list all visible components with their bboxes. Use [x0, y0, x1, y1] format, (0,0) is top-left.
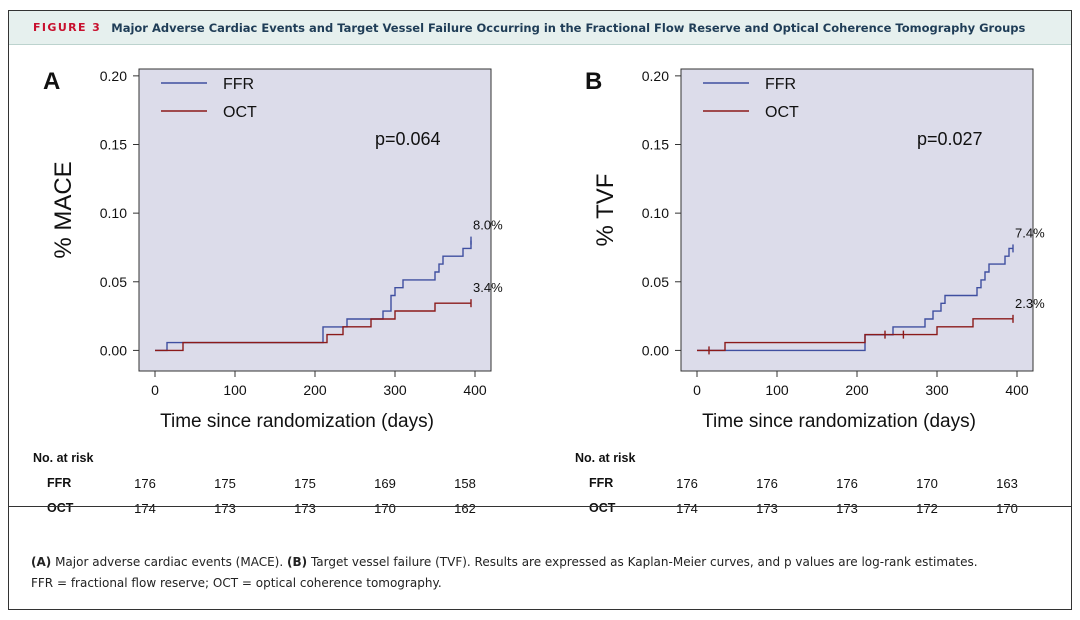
x-tick-label: 200 — [845, 382, 869, 398]
y-tick-label: 0.00 — [642, 342, 669, 358]
y-tick-label: 0.10 — [642, 205, 669, 221]
caption-b-text: Target vessel failure (TVF). Results are… — [307, 555, 978, 569]
figure-header: FIGURE 3 Major Adverse Cardiac Events an… — [9, 11, 1071, 45]
x-axis-label: Time since randomization (days) — [702, 411, 976, 432]
caption-line-2: FFR = fractional flow reserve; OCT = opt… — [31, 576, 442, 590]
risk-table-title: No. at risk — [33, 451, 94, 465]
caption-a-label: (A) — [31, 555, 52, 569]
series-line-oct — [155, 302, 471, 352]
x-tick-label: 400 — [1005, 382, 1029, 398]
x-tick-label: 100 — [765, 382, 789, 398]
risk-table-b: No. at risk FFR 176 176 176 170 163 OCT 174 173 17… — [551, 11, 1080, 516]
risk-value: 172 — [916, 501, 938, 516]
risk-table-a: No. at risk FFR 176 175 175 169 158 OCT 174 173 17… — [9, 11, 539, 516]
x-tick-label: 100 — [223, 382, 247, 398]
risk-value: 173 — [294, 501, 316, 516]
risk-value: 175 — [214, 476, 236, 491]
legend-label-oct: OCT — [223, 104, 257, 121]
caption-a-text: Major adverse cardiac events (MACE). — [51, 555, 287, 569]
y-axis-label: % MACE — [50, 161, 77, 258]
risk-value: 170 — [374, 501, 396, 516]
risk-value: 174 — [676, 501, 698, 516]
risk-table-title: No. at risk — [575, 451, 636, 465]
figure-frame: FIGURE 3 Major Adverse Cardiac Events an… — [8, 10, 1072, 610]
figure-caption: (A) Major adverse cardiac events (MACE).… — [31, 552, 978, 594]
y-tick-label: 0.05 — [642, 274, 669, 290]
x-axis-label: Time since randomization (days) — [160, 411, 434, 432]
risk-value: 170 — [916, 476, 938, 491]
risk-value: 174 — [134, 501, 156, 516]
end-label-oct: 3.4% — [473, 280, 503, 295]
panel-label: A — [43, 68, 60, 95]
risk-row-label-ffr: FFR — [47, 476, 72, 490]
plot-area — [680, 68, 1034, 372]
y-tick-label: 0.20 — [100, 68, 127, 84]
caption-line-1: (A) Major adverse cardiac events (MACE).… — [31, 552, 978, 573]
end-label-ffr: 7.4% — [1015, 225, 1045, 240]
risk-value: 173 — [836, 501, 858, 516]
series-line-ffr — [155, 240, 472, 352]
risk-value: 170 — [996, 501, 1018, 516]
series-line-ffr — [697, 247, 1013, 352]
x-tick-label: 0 — [693, 382, 701, 398]
y-tick-label: 0.15 — [642, 137, 669, 153]
x-tick-label: 400 — [463, 382, 487, 398]
series-line-oct — [697, 318, 1013, 352]
risk-value: 163 — [996, 476, 1018, 491]
risk-value: 169 — [374, 476, 396, 491]
y-tick-label: 0.20 — [642, 68, 669, 84]
risk-value: 175 — [294, 476, 316, 491]
end-label-oct: 2.3% — [1015, 296, 1045, 311]
caption-b-label: (B) — [287, 555, 308, 569]
legend-label-ffr: FFR — [765, 76, 796, 93]
risk-value: 176 — [134, 476, 156, 491]
caption-divider — [9, 506, 1071, 507]
p-value: p=0.027 — [917, 129, 983, 149]
risk-row-label-oct: OCT — [589, 501, 616, 515]
risk-value: 176 — [676, 476, 698, 491]
y-tick-label: 0.15 — [100, 137, 127, 153]
risk-row-label-oct: OCT — [47, 501, 74, 515]
risk-row-label-ffr: FFR — [589, 476, 614, 490]
panel-label: B — [585, 68, 602, 95]
y-axis-label: % TVF — [592, 174, 619, 247]
risk-value: 173 — [214, 501, 236, 516]
figure-title: Major Adverse Cardiac Events and Target … — [111, 20, 1026, 35]
chart-panel-b: B 0.00 0.05 0.10 0.15 0.20 0 100 200 300 400 Time s… — [585, 68, 1045, 432]
risk-value: 173 — [756, 501, 778, 516]
chart-panel-a: A 0.00 0.05 0.10 0.15 0.20 0 100 200 300 400 Time s… — [43, 68, 503, 432]
risk-value: 162 — [454, 501, 476, 516]
risk-value: 176 — [836, 476, 858, 491]
x-tick-label: 300 — [383, 382, 407, 398]
x-tick-label: 200 — [303, 382, 327, 398]
x-tick-label: 0 — [151, 382, 159, 398]
risk-value: 158 — [454, 476, 476, 491]
p-value: p=0.064 — [375, 129, 441, 149]
y-tick-label: 0.10 — [100, 205, 127, 221]
y-tick-label: 0.00 — [100, 342, 127, 358]
x-tick-label: 300 — [925, 382, 949, 398]
end-label-ffr: 8.0% — [473, 218, 503, 233]
risk-value: 176 — [756, 476, 778, 491]
figure-label: FIGURE 3 — [33, 21, 102, 34]
legend-label-ffr: FFR — [223, 76, 254, 93]
y-tick-label: 0.05 — [100, 274, 127, 290]
legend-label-oct: OCT — [765, 104, 799, 121]
